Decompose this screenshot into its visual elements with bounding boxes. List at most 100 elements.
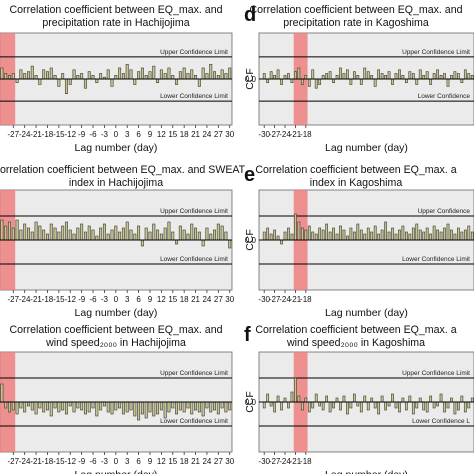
bar (328, 71, 332, 80)
bar (76, 227, 80, 241)
bar (405, 78, 408, 83)
bar (290, 78, 294, 83)
bar (335, 75, 339, 80)
x-tick-label: -21 (290, 295, 302, 304)
bar (178, 225, 182, 241)
lower-confidence-label: Lower Confidence Limit (160, 418, 228, 425)
bar (387, 231, 391, 241)
bar (463, 69, 467, 80)
x-tick-label: -3 (101, 130, 109, 139)
x-tick-label: -18 (42, 295, 54, 304)
lower-confidence-label: Lower Confidence Limit (160, 256, 228, 263)
x-tick-label: -15 (53, 457, 65, 466)
bar (201, 239, 205, 247)
bar (34, 401, 38, 415)
bar (68, 401, 72, 407)
x-tick-label: 0 (114, 457, 119, 466)
chart-plot: Upper Confidence Limit Lower Confidence L… (0, 189, 235, 304)
x-tick-label: -27 (269, 295, 281, 304)
bar (401, 225, 405, 241)
bar (19, 229, 23, 241)
bar (266, 78, 270, 83)
bar (224, 231, 228, 241)
bar (467, 73, 471, 80)
bar (0, 67, 4, 80)
bar (411, 227, 415, 241)
bar (311, 231, 315, 241)
bar (307, 78, 311, 87)
chart-plot: Upper Confidence Limit Lower Confidence L… (0, 32, 235, 139)
bar (216, 223, 220, 241)
bar (398, 69, 401, 80)
bar (280, 78, 283, 85)
bar (11, 401, 15, 411)
chart-plot: Upper Confidence Limit Lower Confidence L… (0, 351, 235, 466)
bar (137, 71, 141, 80)
bar (8, 221, 11, 241)
chart-title-line: Correlation coefficient between EQ_max. … (9, 324, 223, 336)
bar (178, 401, 182, 411)
bar (114, 401, 118, 411)
bar (201, 67, 205, 80)
bar (205, 73, 209, 80)
bar (387, 71, 391, 80)
bar (4, 401, 8, 409)
bar (133, 233, 137, 241)
bar (99, 73, 103, 80)
bar (314, 78, 318, 89)
bar (15, 401, 19, 415)
bar (171, 401, 175, 409)
bar (349, 401, 353, 409)
bar (118, 67, 122, 80)
bar (45, 71, 49, 80)
bar (190, 223, 194, 241)
bar (460, 395, 464, 403)
bar (432, 225, 436, 241)
chart-title-line: Correlation coefficient between EQ_max. … (9, 4, 223, 16)
bar (380, 73, 384, 80)
bar (152, 223, 156, 241)
x-axis-label: Lag number (day) (75, 469, 158, 474)
bar (363, 67, 367, 80)
bar (359, 401, 363, 413)
bar (373, 78, 377, 87)
x-tick-label: 15 (168, 130, 177, 139)
x-tick-label: -9 (78, 457, 86, 466)
bar (273, 401, 276, 413)
bar (167, 401, 171, 413)
bar (411, 401, 415, 415)
bar (114, 225, 118, 241)
x-tick-label: 15 (168, 457, 177, 466)
bar (23, 73, 27, 80)
bar (228, 401, 232, 411)
bar (83, 401, 87, 415)
bar (45, 401, 49, 411)
bar (8, 401, 11, 413)
x-tick-label: -6 (89, 457, 97, 466)
x-tick-label: -12 (64, 457, 76, 466)
bar (436, 69, 439, 80)
bar (106, 69, 110, 80)
bar (425, 71, 429, 80)
bar (152, 401, 156, 417)
bar (129, 229, 133, 241)
bar (163, 227, 167, 241)
bar (209, 233, 213, 241)
bar (332, 401, 335, 409)
bar (80, 401, 84, 411)
lower-confidence-label: Lower Confidence L (412, 418, 470, 425)
bar (276, 69, 280, 80)
x-tick-label: -9 (78, 130, 86, 139)
bar (182, 67, 186, 80)
bar (366, 71, 370, 80)
chart-title-line: index in Kagoshima (309, 177, 403, 189)
bar (144, 75, 148, 80)
bar (446, 223, 450, 241)
bar (450, 75, 453, 80)
bar (133, 78, 137, 85)
bar (415, 223, 419, 241)
bar (425, 401, 429, 413)
bar (318, 227, 322, 241)
bar (269, 401, 273, 407)
